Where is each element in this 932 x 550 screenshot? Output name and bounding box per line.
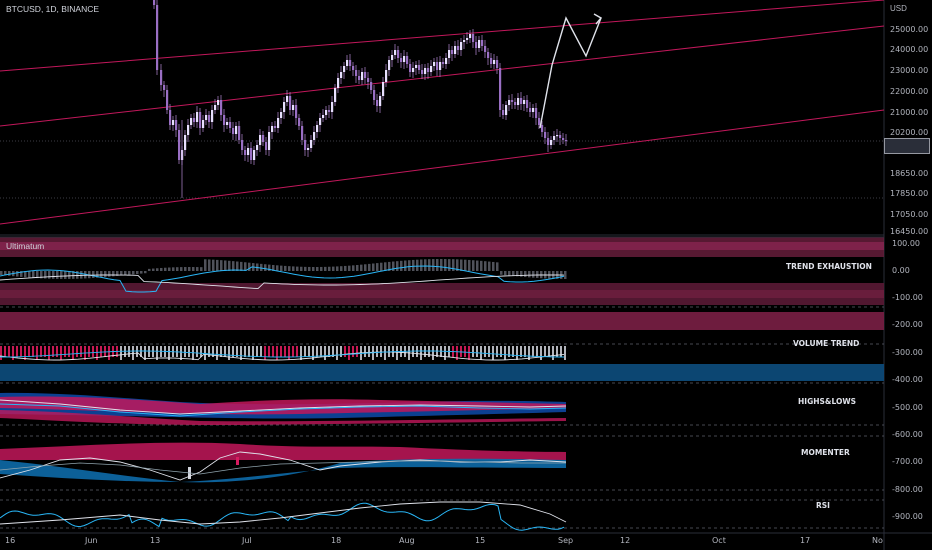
time-axis-label: 15 [475,536,486,545]
highs-lows-area [0,392,567,425]
price-axis-label: 18650.00 [890,169,929,178]
price-axis-label: 25000.00 [890,25,929,34]
channel-lower-line[interactable] [0,109,885,225]
price-axis-label: 16450.00 [890,227,929,236]
time-axis-label: 13 [150,536,161,545]
channel-middle-line[interactable] [0,25,885,127]
section-label-momenter: MOMENTER [801,448,850,457]
indicator-axis-label: -500.00 [892,403,923,412]
time-axis-label: Aug [399,536,415,545]
price-axis-label: 24000.00 [890,45,929,54]
indicator-axis-label: 100.00 [892,239,920,248]
time-axis-label: Jun [85,536,98,545]
indicator-axis-label: -900.00 [892,512,923,521]
section-label-trend-exhaustion: TREND EXHAUSTION [786,262,872,271]
price-axis-label: 17850.00 [890,189,929,198]
current-price-tag [884,138,930,154]
indicator-axis-label: 0.00 [892,266,910,275]
rsi-line [0,502,565,531]
indicator-axis-label: -100.00 [892,293,923,302]
indicator-axis-label: -800.00 [892,485,923,494]
indicator-axis-label: -700.00 [892,457,923,466]
section-label-volume-trend: VOLUME TREND [793,339,860,348]
trend-exhaustion-average-line [0,274,565,290]
price-axis-label: 21000.00 [890,108,929,117]
time-axis-label: No [872,536,883,545]
time-axis-label: Sep [558,536,574,545]
indicator-axis-label: -400.00 [892,375,923,384]
time-axis-label: 17 [800,536,811,545]
channel-upper-line[interactable] [0,0,885,72]
volume-trend-signal [0,350,564,358]
price-axis-label: 22000.00 [890,87,929,96]
projection-path[interactable] [539,16,602,129]
section-label-highs-lows: HIGHS&LOWS [798,397,857,406]
price-axis-label: 23000.00 [890,66,929,75]
time-axis-label: 12 [620,536,631,545]
indicator-axis-label: -200.00 [892,320,923,329]
time-axis-label: 16 [5,536,16,545]
candles [153,0,568,198]
time-axis-label: 18 [331,536,342,545]
symbol-title[interactable]: BTCUSD, 1D, BINANCE [6,4,100,14]
indicator-name[interactable]: Ultimatum [6,241,45,251]
volume-trend-line [0,351,565,361]
time-axis-label: Oct [712,536,726,545]
currency-label: USD [890,4,907,13]
section-label-rsi: RSI [816,501,830,510]
trend-exhaustion-histogram [0,259,567,279]
rsi-average-line [0,501,567,525]
projection-arrow-head [593,13,603,25]
indicator-bands [0,237,884,381]
time-axis-label: Jul [242,536,252,545]
indicator-axis-label: -300.00 [892,348,923,357]
price-axis-label: 17050.00 [890,210,929,219]
momenter-area [0,442,567,483]
indicator-axis-label: -600.00 [892,430,923,439]
price-axis-label: 20200.00 [890,128,929,137]
trend-exhaustion-signal-line [0,265,565,293]
